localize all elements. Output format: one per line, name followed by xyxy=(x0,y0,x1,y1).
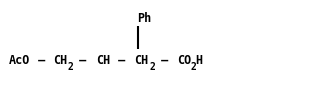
Text: 2: 2 xyxy=(68,62,74,72)
Text: CH: CH xyxy=(134,54,149,67)
Text: —: — xyxy=(154,54,175,67)
Text: CO: CO xyxy=(177,54,191,67)
Text: H: H xyxy=(195,54,202,67)
Text: 2: 2 xyxy=(191,62,197,72)
Text: CH: CH xyxy=(96,54,110,67)
Text: —: — xyxy=(32,54,53,67)
Text: AcO: AcO xyxy=(8,54,30,67)
Text: Ph: Ph xyxy=(138,12,152,25)
Text: 2: 2 xyxy=(149,62,155,72)
Text: —: — xyxy=(72,54,93,67)
Text: CH: CH xyxy=(53,54,67,67)
Text: —: — xyxy=(112,54,133,67)
